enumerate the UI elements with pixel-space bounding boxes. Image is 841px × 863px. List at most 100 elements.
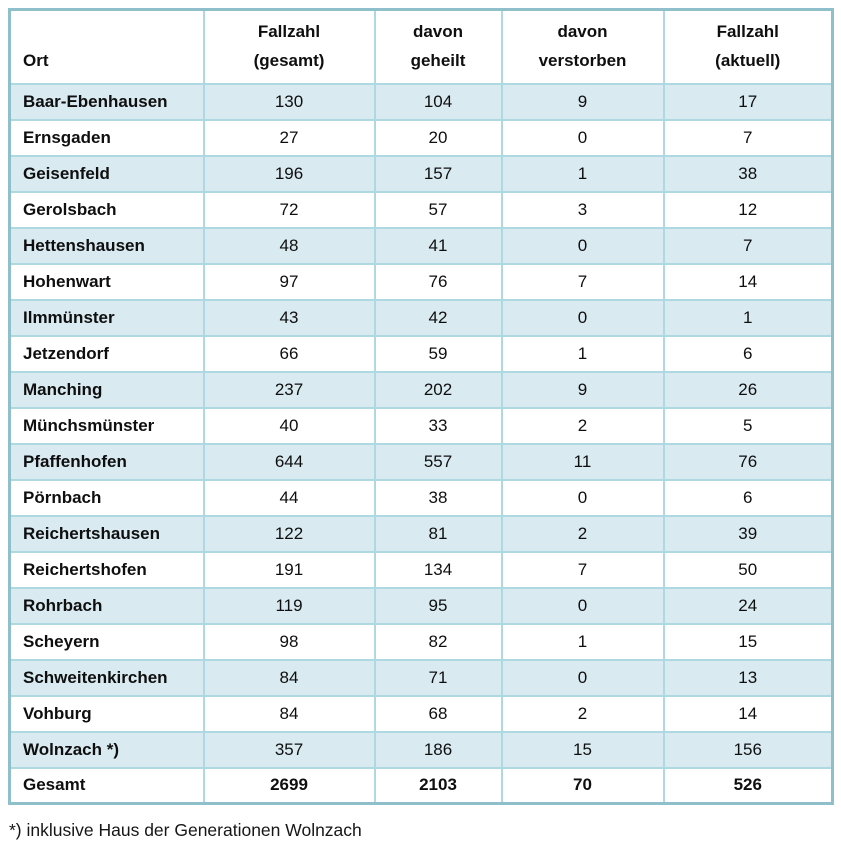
cell-fallzahl-gesamt: 191 (202, 550, 376, 589)
table-row: Ilmmünster 43 42 0 1 (8, 298, 834, 337)
cell-ort: Pfaffenhofen (8, 442, 205, 481)
cell-davon-verstorben: 2 (500, 406, 665, 445)
cell-davon-verstorben: 0 (500, 658, 665, 697)
cell-davon-verstorben: 9 (500, 370, 665, 409)
cell-fallzahl-aktuell: 7 (662, 118, 834, 157)
cell-davon-verstorben: 0 (500, 298, 665, 337)
table-row: Gerolsbach 72 57 3 12 (8, 190, 834, 229)
cell-fallzahl-aktuell: 14 (662, 262, 834, 301)
cell-fallzahl-gesamt: 130 (202, 82, 376, 121)
cell-davon-verstorben: 7 (500, 550, 665, 589)
cell-fallzahl-gesamt: 97 (202, 262, 376, 301)
cell-ort: Schweitenkirchen (8, 658, 205, 697)
cell-ort: Vohburg (8, 694, 205, 733)
cell-ort: Manching (8, 370, 205, 409)
cell-fallzahl-aktuell: 526 (662, 766, 834, 805)
table-row: Hettenshausen 48 41 0 7 (8, 226, 834, 265)
cell-davon-verstorben: 2 (500, 514, 665, 553)
cell-davon-geheilt: 71 (373, 658, 503, 697)
cell-fallzahl-gesamt: 196 (202, 154, 376, 193)
cell-fallzahl-gesamt: 84 (202, 694, 376, 733)
cell-davon-geheilt: 2103 (373, 766, 503, 805)
cell-davon-verstorben: 0 (500, 118, 665, 157)
cell-ort: Gerolsbach (8, 190, 205, 229)
cell-fallzahl-gesamt: 237 (202, 370, 376, 409)
cell-davon-geheilt: 202 (373, 370, 503, 409)
col-header-line: geheilt (410, 50, 466, 70)
cell-fallzahl-gesamt: 84 (202, 658, 376, 697)
col-header-line: (aktuell) (715, 50, 781, 70)
col-header-davon-geheilt-lines: davon geheilt (377, 12, 500, 82)
cell-davon-geheilt: 33 (373, 406, 503, 445)
cell-fallzahl-gesamt: 119 (202, 586, 376, 625)
cell-fallzahl-aktuell: 1 (662, 298, 834, 337)
cell-fallzahl-gesamt: 72 (202, 190, 376, 229)
table-row: Vohburg 84 68 2 14 (8, 694, 834, 733)
cell-fallzahl-gesamt: 66 (202, 334, 376, 373)
cell-davon-verstorben: 9 (500, 82, 665, 121)
cell-davon-geheilt: 59 (373, 334, 503, 373)
cell-davon-verstorben: 1 (500, 622, 665, 661)
cell-ort: Münchsmünster (8, 406, 205, 445)
cell-davon-verstorben: 11 (500, 442, 665, 481)
table-header: Ort Fallzahl (gesamt) davon geheilt (8, 8, 834, 85)
table-row: Pörnbach 44 38 0 6 (8, 478, 834, 517)
cell-fallzahl-gesamt: 644 (202, 442, 376, 481)
cell-ort: Pörnbach (8, 478, 205, 517)
cell-fallzahl-aktuell: 6 (662, 478, 834, 517)
cell-davon-geheilt: 57 (373, 190, 503, 229)
cell-ort: Ernsgaden (8, 118, 205, 157)
cell-ort: Jetzendorf (8, 334, 205, 373)
table-row: Baar-Ebenhausen 130 104 9 17 (8, 82, 834, 121)
cell-davon-verstorben: 0 (500, 478, 665, 517)
cell-ort: Hohenwart (8, 262, 205, 301)
table-row: Geisenfeld 196 157 1 38 (8, 154, 834, 193)
cell-fallzahl-aktuell: 24 (662, 586, 834, 625)
cell-fallzahl-aktuell: 13 (662, 658, 834, 697)
cell-ort: Hettenshausen (8, 226, 205, 265)
cell-fallzahl-gesamt: 27 (202, 118, 376, 157)
cell-davon-verstorben: 70 (500, 766, 665, 805)
cell-davon-geheilt: 186 (373, 730, 503, 769)
cell-davon-geheilt: 68 (373, 694, 503, 733)
col-header-davon-verstorben-lines: davon verstorben (504, 12, 662, 82)
cell-fallzahl-gesamt: 43 (202, 298, 376, 337)
table-row: Münchsmünster 40 33 2 5 (8, 406, 834, 445)
cell-davon-geheilt: 76 (373, 262, 503, 301)
table-total-row: Gesamt 2699 2103 70 526 (8, 766, 834, 805)
cell-fallzahl-aktuell: 5 (662, 406, 834, 445)
col-header-ort-label: Ort (23, 50, 49, 70)
table-row: Scheyern 98 82 1 15 (8, 622, 834, 661)
cell-ort: Scheyern (8, 622, 205, 661)
cell-davon-geheilt: 38 (373, 478, 503, 517)
cell-ort: Baar-Ebenhausen (8, 82, 205, 121)
cell-davon-verstorben: 0 (500, 226, 665, 265)
col-header-line: davon (412, 22, 464, 41)
cell-davon-geheilt: 82 (373, 622, 503, 661)
col-header-fallzahl-gesamt: Fallzahl (gesamt) (202, 8, 376, 85)
table-row: Hohenwart 97 76 7 14 (8, 262, 834, 301)
cell-fallzahl-gesamt: 98 (202, 622, 376, 661)
cell-ort: Gesamt (8, 766, 205, 805)
cell-davon-geheilt: 20 (373, 118, 503, 157)
cell-davon-verstorben: 0 (500, 586, 665, 625)
cell-ort: Wolnzach *) (8, 730, 205, 769)
col-header-davon-verstorben: davon verstorben (500, 8, 665, 85)
table-row: Ernsgaden 27 20 0 7 (8, 118, 834, 157)
cell-davon-geheilt: 157 (373, 154, 503, 193)
cell-davon-verstorben: 1 (500, 334, 665, 373)
header-row: Ort Fallzahl (gesamt) davon geheilt (8, 8, 834, 85)
cell-fallzahl-gesamt: 357 (202, 730, 376, 769)
cell-fallzahl-aktuell: 26 (662, 370, 834, 409)
cell-davon-verstorben: 1 (500, 154, 665, 193)
col-header-fallzahl-gesamt-lines: Fallzahl (gesamt) (206, 12, 373, 82)
cell-fallzahl-aktuell: 14 (662, 694, 834, 733)
col-header-line: davon (557, 22, 608, 41)
cell-fallzahl-gesamt: 44 (202, 478, 376, 517)
col-header-davon-geheilt: davon geheilt (373, 8, 503, 85)
cell-davon-geheilt: 557 (373, 442, 503, 481)
cell-ort: Ilmmünster (8, 298, 205, 337)
cell-davon-geheilt: 81 (373, 514, 503, 553)
col-header-line: (gesamt) (253, 50, 325, 70)
